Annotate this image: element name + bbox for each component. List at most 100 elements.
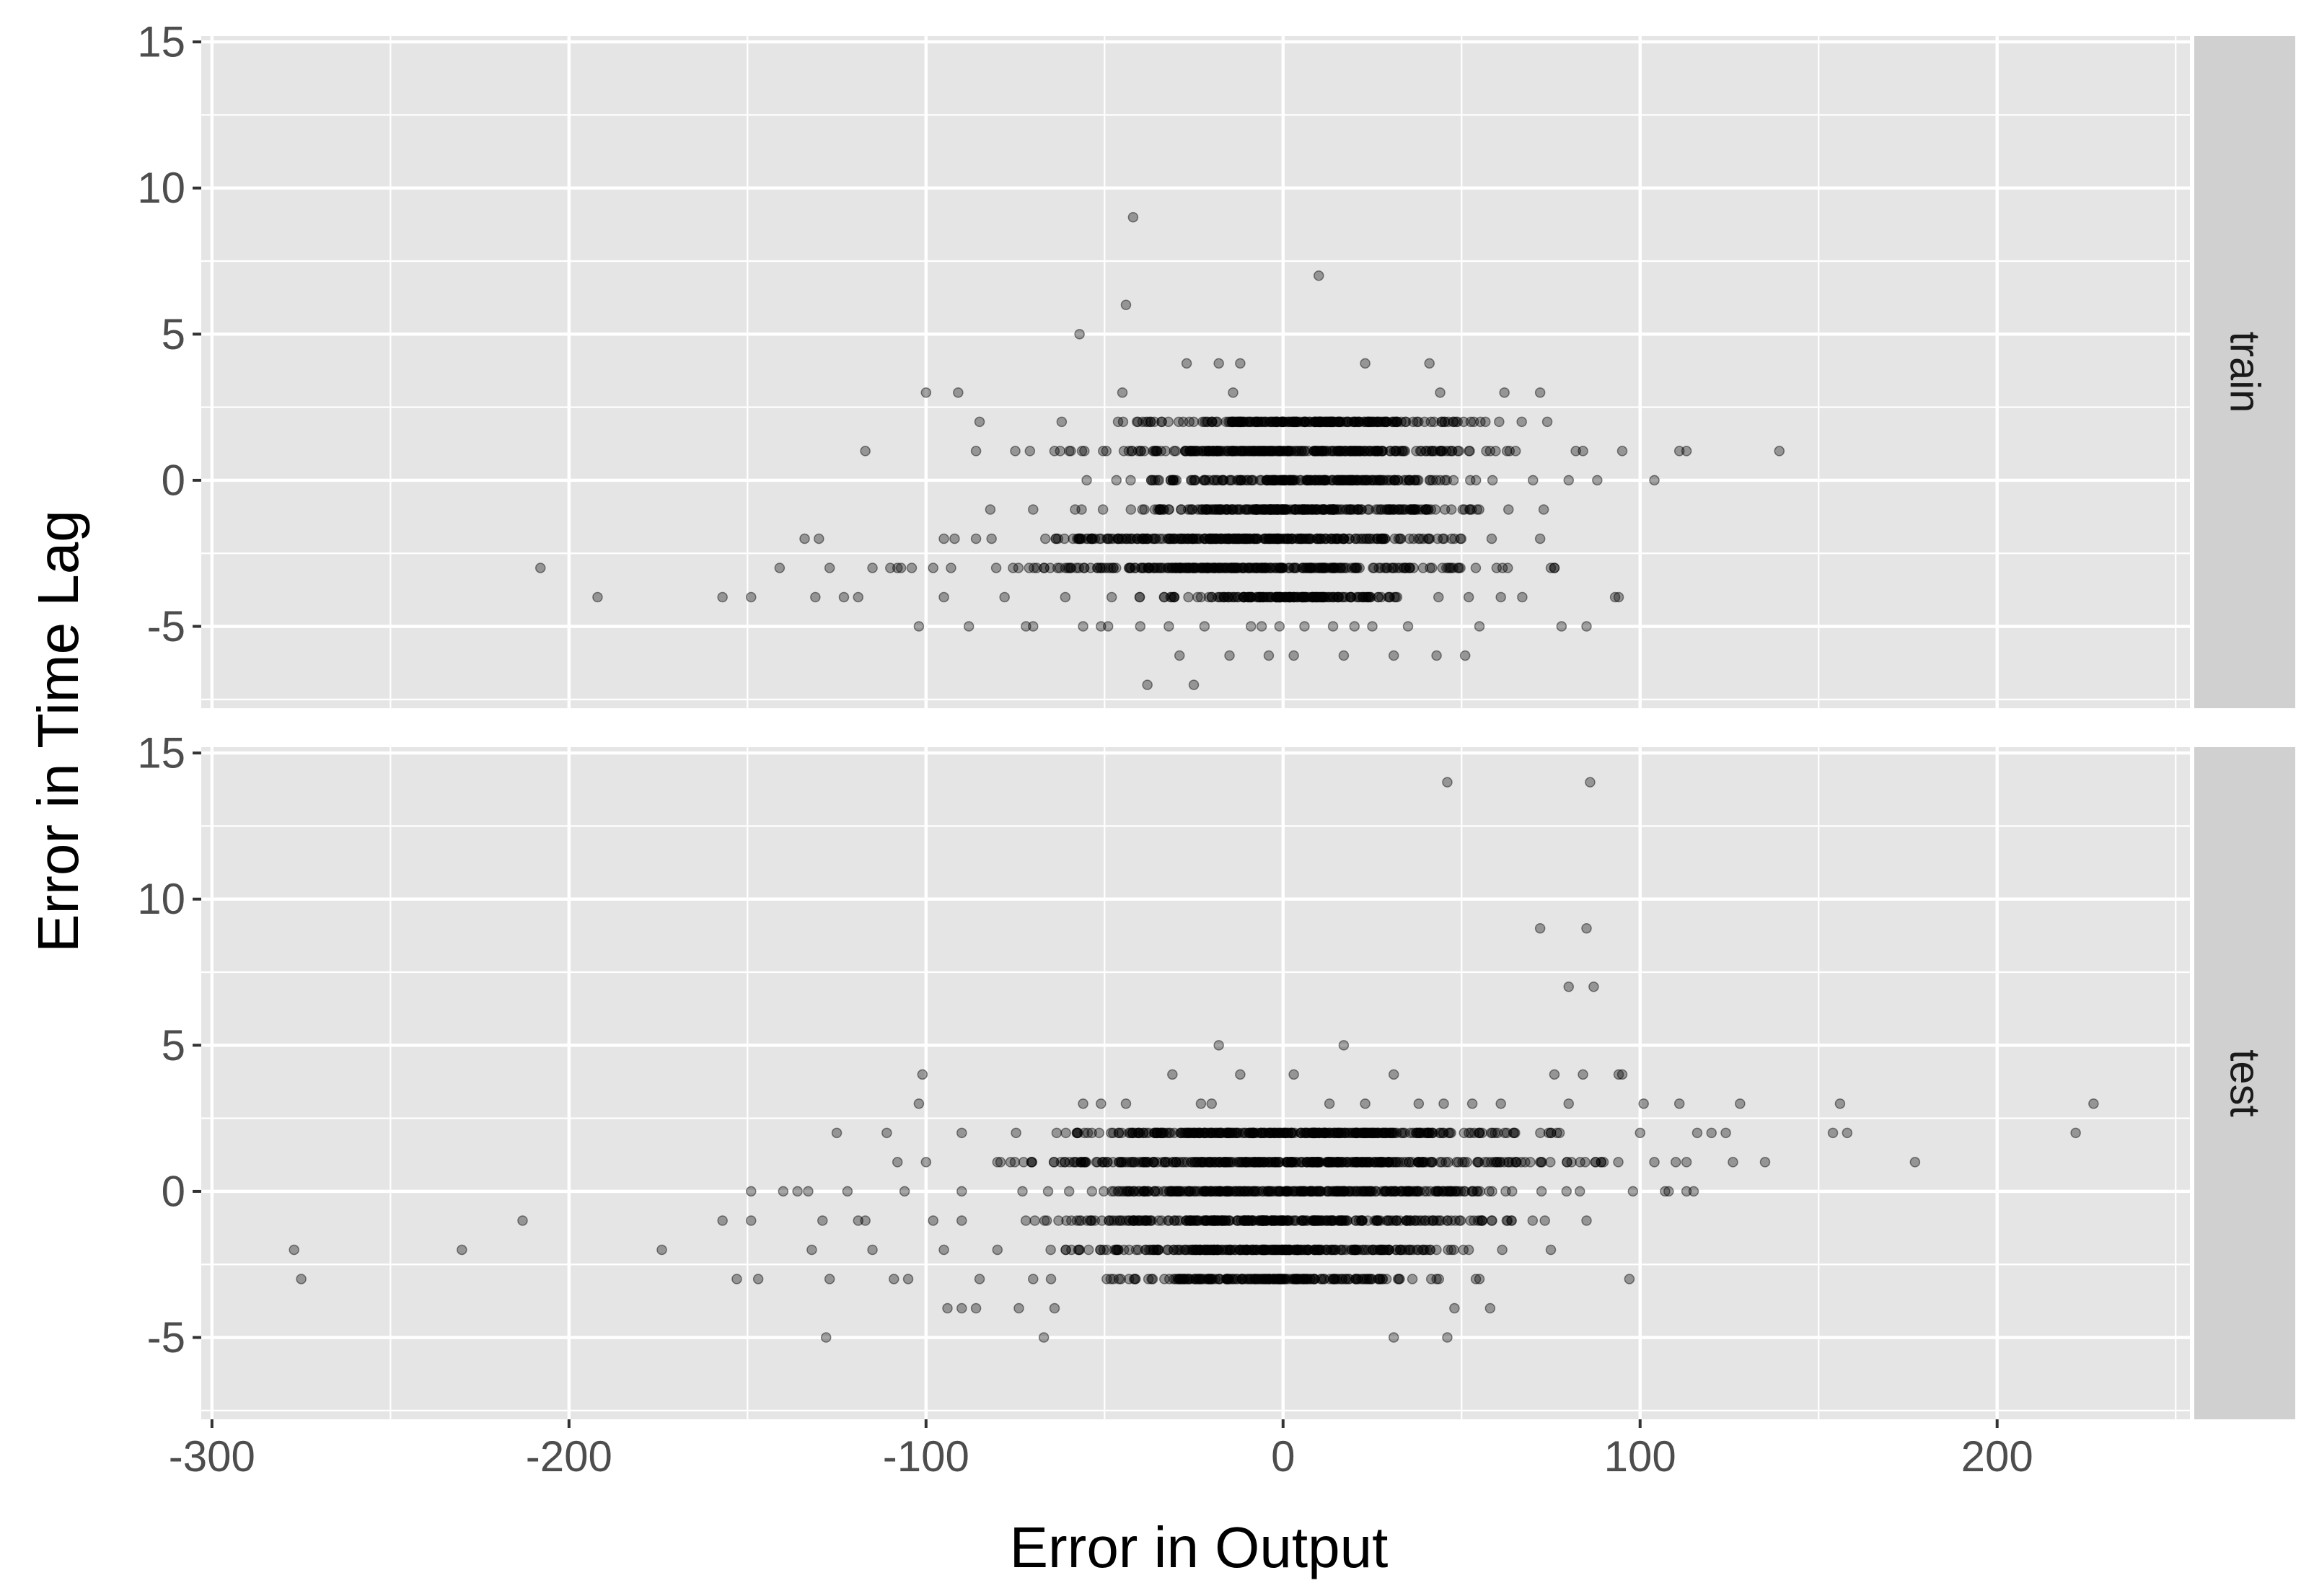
data-point <box>1448 416 1459 428</box>
data-point <box>1372 446 1383 457</box>
data-point <box>1277 416 1288 428</box>
data-point <box>1366 416 1378 428</box>
y-tick-label: 5 <box>162 310 185 358</box>
data-point <box>1096 1098 1107 1109</box>
data-point <box>1437 563 1448 573</box>
data-point <box>1442 777 1453 788</box>
data-point <box>1349 416 1360 428</box>
data-point <box>1131 416 1143 428</box>
data-point <box>1240 1215 1251 1226</box>
data-point <box>1184 1215 1196 1226</box>
data-point <box>1259 1215 1271 1226</box>
data-point <box>1041 1215 1052 1226</box>
data-point <box>1314 416 1325 428</box>
data-point <box>1272 504 1283 515</box>
data-point <box>1299 416 1311 428</box>
data-point <box>1315 591 1326 603</box>
data-point <box>1218 446 1229 457</box>
data-point <box>1309 416 1321 428</box>
data-point <box>1332 416 1344 428</box>
data-point <box>534 563 546 573</box>
data-point <box>1299 416 1311 428</box>
data-point <box>1387 1127 1398 1139</box>
data-point <box>1117 416 1129 428</box>
data-point <box>1545 1127 1557 1139</box>
data-point <box>1188 1127 1199 1139</box>
data-point <box>1588 982 1599 992</box>
data-point <box>1358 1274 1368 1284</box>
data-point <box>1055 1157 1067 1168</box>
data-point <box>1248 446 1259 457</box>
data-point <box>1174 650 1185 661</box>
data-point <box>1143 563 1154 573</box>
data-point <box>1347 446 1359 457</box>
data-point <box>1138 1186 1148 1197</box>
data-point <box>1378 1244 1389 1256</box>
data-point <box>1125 475 1136 486</box>
data-point <box>1276 563 1287 573</box>
data-point <box>1356 533 1367 545</box>
data-point <box>1342 1127 1354 1139</box>
data-point <box>1244 446 1256 457</box>
data-point <box>1246 1244 1257 1256</box>
data-point <box>1327 416 1338 428</box>
data-point <box>1376 446 1387 457</box>
data-point <box>1309 446 1321 457</box>
data-point <box>1168 475 1179 486</box>
data-point <box>1169 475 1180 486</box>
data-point <box>1464 446 1475 457</box>
data-point <box>1420 446 1431 457</box>
data-point <box>1446 1244 1457 1256</box>
data-point <box>1317 416 1329 428</box>
data-point <box>1264 446 1275 457</box>
data-point <box>1275 416 1286 428</box>
data-point <box>1504 446 1515 457</box>
data-point <box>1314 416 1325 428</box>
data-point <box>1288 1069 1299 1080</box>
data-point <box>1334 446 1346 457</box>
data-point <box>1187 446 1198 457</box>
data-point <box>1388 1069 1399 1080</box>
data-point <box>746 1186 757 1197</box>
data-point <box>1026 1157 1037 1168</box>
data-point <box>1272 446 1283 457</box>
data-point <box>953 387 964 398</box>
y-tick-label: 0 <box>162 456 185 504</box>
data-point <box>1213 1127 1224 1139</box>
data-point <box>1366 416 1378 428</box>
data-point <box>1254 446 1264 457</box>
data-point <box>1534 533 1546 545</box>
data-point <box>717 591 728 603</box>
data-point <box>1497 1244 1508 1256</box>
data-point <box>1442 1332 1453 1343</box>
data-point <box>1107 1186 1117 1197</box>
data-point <box>1224 1244 1236 1256</box>
data-point <box>1327 591 1338 603</box>
data-point <box>1266 446 1277 457</box>
data-point <box>1390 446 1402 457</box>
data-point <box>1150 1186 1161 1197</box>
data-point <box>1359 446 1371 457</box>
data-point <box>1200 446 1212 457</box>
data-point <box>1501 1127 1513 1139</box>
data-point <box>913 1098 925 1109</box>
data-point <box>1350 446 1361 457</box>
data-point <box>1079 446 1090 457</box>
data-point <box>1691 1127 1703 1139</box>
data-point <box>1319 416 1329 428</box>
data-point <box>1321 446 1332 457</box>
data-point <box>1232 416 1244 428</box>
data-point <box>1056 416 1068 428</box>
data-point <box>1236 446 1247 457</box>
data-point <box>1279 1186 1290 1197</box>
data-point <box>1334 416 1345 428</box>
data-point <box>1570 446 1581 457</box>
data-point <box>1290 416 1302 428</box>
data-point <box>1585 777 1596 788</box>
data-point <box>1503 504 1514 515</box>
data-point <box>1449 1302 1460 1314</box>
data-point <box>1207 446 1219 457</box>
data-point <box>1316 446 1327 457</box>
data-point <box>1174 563 1185 573</box>
